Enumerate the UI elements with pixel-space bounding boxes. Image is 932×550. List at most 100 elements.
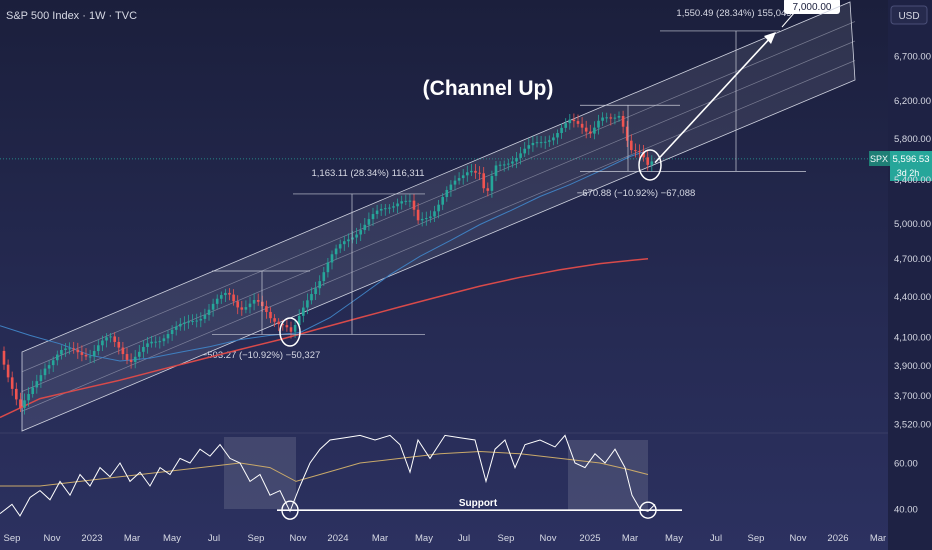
candle-body [125, 354, 129, 360]
candle-body [535, 142, 539, 144]
candle-body [142, 346, 145, 352]
candle-body [613, 117, 617, 119]
candle-body [548, 140, 551, 142]
candle-body [19, 399, 22, 408]
candle-body [10, 377, 14, 389]
candle-body [146, 343, 149, 347]
candle-body [179, 323, 182, 327]
price-axis-label: 3,700.00 [894, 391, 931, 402]
candle-body [158, 341, 162, 343]
candle-body [355, 234, 358, 238]
candle-body [478, 172, 481, 174]
candle-body [117, 341, 121, 348]
ma-50-line [0, 149, 649, 362]
candle-body [154, 341, 157, 343]
time-axis-label: Nov [790, 533, 807, 544]
price-axis-label: 6,700.00 [894, 52, 931, 63]
candle-body [297, 315, 301, 326]
candle-body [556, 133, 559, 138]
channel-midline [21, 21, 856, 373]
time-axis-label: 2026 [827, 533, 848, 544]
channel-midline [21, 60, 856, 412]
dip-measure-label-1: −503.27 (−10.92%) −50,327 [202, 350, 321, 361]
candle-body [215, 298, 219, 304]
low-highlight-circle [638, 149, 662, 181]
candle-body [76, 349, 80, 353]
candle-body [174, 326, 178, 330]
candle-body [338, 244, 342, 249]
candle-body [183, 322, 186, 324]
rsi-shade-box [568, 440, 648, 510]
time-axis-label: May [665, 533, 683, 544]
time-axis-label: Jul [458, 533, 470, 544]
candle-body [507, 163, 510, 165]
candle-body [650, 161, 654, 165]
candle-body [97, 345, 100, 352]
time-axis-label: Sep [498, 533, 515, 544]
candle-body [453, 180, 457, 185]
candle-body [388, 207, 391, 209]
candle-body [170, 329, 174, 335]
currency-button-bg[interactable] [890, 5, 928, 25]
time-axis-label: Sep [248, 533, 265, 544]
candle-body [646, 157, 649, 165]
candle-body [113, 336, 116, 342]
rsi-shade-box [224, 437, 296, 509]
candle-body [375, 210, 379, 215]
last-price-badge [890, 151, 932, 181]
candle-body [252, 300, 256, 304]
price-axis-label: 4,400.00 [894, 292, 931, 303]
candle-body [371, 214, 375, 220]
time-axis-label: Mar [124, 533, 140, 544]
rsi-low-circle [281, 500, 299, 520]
rsi-line [0, 434, 656, 517]
candle-body [84, 354, 88, 357]
candle-body [363, 224, 367, 231]
candle-body [105, 337, 108, 341]
candle-body [138, 351, 141, 357]
candle-body [527, 145, 531, 149]
candle-body [23, 400, 26, 408]
time-axis-label: Sep [4, 533, 21, 544]
candle-body [72, 348, 75, 350]
rsi-axis-label: 60.00 [894, 459, 918, 470]
currency-button[interactable]: USD [898, 11, 919, 22]
candle-body [347, 239, 350, 242]
candle-body [285, 325, 289, 328]
time-axis-label: 2024 [327, 533, 348, 544]
candle-body [195, 320, 198, 322]
candle-body [80, 352, 84, 355]
time-axis-label: 2025 [579, 533, 600, 544]
candle-body [293, 325, 297, 332]
ma-200-line [0, 257, 649, 419]
candle-body [269, 311, 272, 319]
candle-body [441, 197, 444, 205]
candle-body [486, 188, 490, 191]
candle-body [523, 148, 526, 154]
candle-body [445, 189, 449, 198]
candle-body [466, 172, 469, 176]
time-axis-label: Sep [748, 533, 765, 544]
candle-body [564, 123, 567, 128]
price-axis-panel [888, 0, 932, 550]
time-axis-label: May [163, 533, 181, 544]
candle-body [601, 117, 604, 121]
candle-body [498, 164, 502, 166]
candle-body [384, 208, 387, 210]
candle-body [490, 175, 494, 191]
candle-body [420, 218, 424, 221]
callout-leader [781, 11, 796, 28]
candle-body [433, 211, 436, 217]
price-axis-label: 6,200.00 [894, 96, 931, 107]
candle-body [539, 142, 543, 144]
candle-body [515, 157, 518, 162]
rsi-ma-line [0, 450, 649, 487]
candle-body [343, 241, 346, 245]
candle-body [2, 350, 6, 365]
projection-arrow [654, 35, 773, 164]
price-axis-label: 5,000.00 [894, 219, 931, 230]
time-axis-label: Mar [870, 533, 886, 544]
candle-body [576, 121, 580, 124]
support-label: Support [459, 498, 498, 509]
